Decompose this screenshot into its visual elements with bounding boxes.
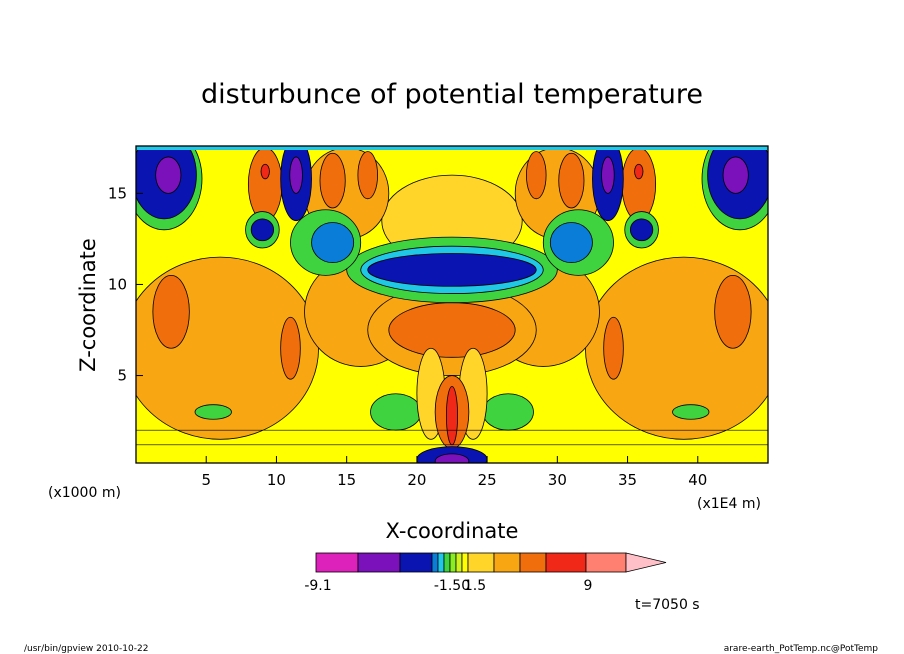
- contour-region: [434, 453, 470, 463]
- contour-region: [280, 316, 301, 380]
- contour-region: [311, 222, 355, 263]
- colorbar-swatch: [493, 552, 521, 573]
- x-tick-label: 20: [407, 471, 426, 489]
- colorbar-swatch: [449, 552, 457, 573]
- contour-region: [319, 152, 346, 209]
- colorbar-swatch: [455, 552, 463, 573]
- contour-region: [289, 156, 303, 194]
- colorbar-swatch: [437, 552, 445, 573]
- contour-region: [634, 163, 644, 180]
- colorbar-swatch: [585, 552, 627, 573]
- contour-region: [152, 274, 190, 349]
- x-unit-left: (x1000 m): [48, 485, 121, 501]
- colorbar-extension: [625, 552, 667, 573]
- contour-region: [601, 156, 615, 194]
- x-tick-label: 5: [201, 471, 211, 489]
- footer-right: arare-earth_PotTemp.nc@PotTemp: [724, 644, 879, 654]
- y-axis-label: Z-coordinate: [76, 238, 100, 372]
- colorbar-swatch: [315, 552, 359, 573]
- x-tick-label: 40: [688, 471, 707, 489]
- contour-field: [136, 146, 768, 463]
- colorbar-label: -1.50: [434, 578, 470, 594]
- x-tick-label: 35: [618, 471, 637, 489]
- x-tick-label: 15: [337, 471, 356, 489]
- contour-region: [558, 152, 585, 209]
- y-tick-label: 15: [108, 184, 127, 202]
- contour-region: [250, 218, 275, 242]
- contour-region: [672, 404, 710, 420]
- plot-area: [135, 145, 769, 464]
- contour-region: [136, 146, 768, 150]
- colorbar-swatch: [443, 552, 451, 573]
- colorbar-label: 1.5: [464, 578, 486, 594]
- colorbar-swatch: [545, 552, 587, 573]
- contour-region: [722, 156, 749, 194]
- contour-region: [603, 316, 624, 380]
- chart-title: disturbunce of potential temperature: [201, 79, 703, 110]
- plot-frame: [135, 145, 769, 464]
- contour-region: [629, 218, 654, 242]
- contour-region: [445, 386, 459, 446]
- contour-region: [714, 274, 752, 349]
- contour-region: [370, 393, 422, 431]
- y-tick-label: 5: [117, 367, 127, 385]
- contour-region: [482, 393, 534, 431]
- colorbar-swatch: [461, 552, 469, 573]
- colorbar-swatch: [399, 552, 433, 573]
- footer-left: /usr/bin/gpview 2010-10-22: [24, 644, 148, 654]
- x-unit-right: (x1E4 m): [697, 496, 761, 512]
- contour-region: [247, 147, 283, 222]
- x-axis-label: X-coordinate: [386, 519, 519, 543]
- colorbar-swatch: [431, 552, 439, 573]
- time-label: t=7050 s: [635, 597, 700, 613]
- y-axis: 5 10 15: [108, 184, 143, 385]
- x-tick-label: 25: [478, 471, 497, 489]
- colorbar-swatch: [357, 552, 401, 573]
- colorbar-label: -9.1: [304, 578, 331, 594]
- contour-region: [194, 404, 232, 420]
- contour-region: [367, 253, 537, 287]
- colorbar: [315, 552, 667, 573]
- contour-region: [260, 163, 270, 180]
- x-axis: 5 10 15 20 25 30 35 40: [201, 456, 707, 489]
- contour-region: [155, 156, 182, 194]
- y-tick-label: 10: [108, 275, 127, 293]
- contour-region: [357, 151, 378, 200]
- colorbar-swatch: [467, 552, 495, 573]
- colorbar-labels: -9.1 -1.501.5 9: [304, 578, 592, 594]
- x-tick-label: 30: [548, 471, 567, 489]
- x-tick-label: 10: [267, 471, 286, 489]
- colorbar-label: 9: [584, 578, 593, 594]
- contour-region: [526, 151, 547, 200]
- contour-region: [621, 147, 657, 222]
- contour-region: [388, 302, 516, 358]
- colorbar-swatch: [519, 552, 547, 573]
- contour-region: [549, 222, 593, 263]
